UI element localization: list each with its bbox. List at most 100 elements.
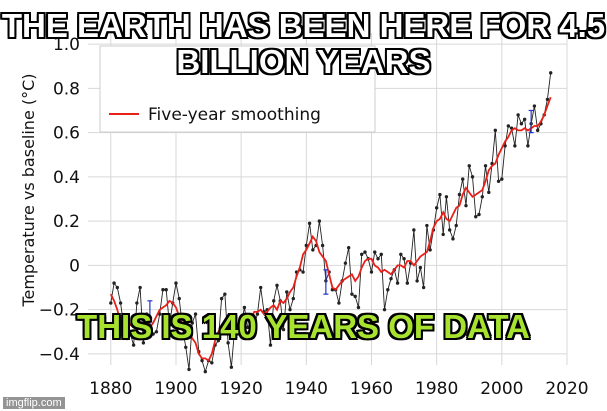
annual-point	[493, 128, 498, 133]
y-tick-label: −0.2	[39, 301, 80, 321]
annual-point	[438, 192, 442, 197]
x-tick-label: 1880	[89, 379, 132, 399]
annual-point	[245, 325, 250, 330]
x-tick-label: 2020	[545, 379, 588, 399]
watermark: imgflip.com	[3, 397, 65, 409]
annual-point	[128, 332, 133, 336]
annual-point	[203, 369, 208, 374]
annual-point	[474, 215, 478, 219]
annual-point	[252, 323, 256, 327]
annual-point	[255, 312, 260, 316]
annual-point	[259, 285, 263, 290]
annual-point	[457, 192, 462, 197]
annual-point	[174, 281, 178, 285]
annual-point	[369, 270, 374, 274]
annual-point	[275, 283, 279, 288]
x-tick-label: 1920	[220, 379, 263, 399]
legend: Five-year smoothing	[99, 45, 376, 133]
x-tick-label: 1900	[154, 379, 197, 399]
annual-point	[402, 257, 406, 261]
annual-point	[281, 327, 286, 332]
annual-point	[223, 292, 227, 296]
x-tick-label: 1960	[350, 379, 393, 399]
annual-point	[454, 223, 458, 228]
y-tick-label: 0.4	[53, 168, 80, 188]
annual-point	[376, 257, 380, 261]
annual-point	[131, 343, 136, 347]
annual-point	[135, 301, 139, 305]
annual-point	[151, 332, 155, 336]
annual-point	[405, 281, 410, 285]
annual-point	[109, 301, 113, 305]
annual-point	[112, 281, 116, 285]
annual-point	[141, 341, 146, 345]
annual-point	[184, 345, 188, 349]
annual-point	[337, 301, 341, 305]
annual-point	[415, 279, 419, 283]
annual-point	[291, 296, 295, 301]
annual-point	[444, 195, 449, 199]
x-tick-label: 2000	[480, 379, 523, 399]
annual-point	[307, 221, 312, 226]
annual-point	[167, 323, 172, 327]
smoothing-series	[109, 96, 552, 362]
annual-point	[249, 321, 253, 325]
annual-point	[506, 124, 511, 128]
annual-point	[487, 190, 491, 195]
annual-point	[193, 312, 198, 316]
annual-point	[382, 307, 387, 312]
annual-point	[461, 177, 465, 181]
annual-point	[496, 179, 501, 183]
annual-point	[138, 285, 142, 290]
x-tick-label: 1980	[415, 379, 458, 399]
annual-point	[363, 250, 367, 254]
annual-point	[353, 294, 357, 299]
annual-point	[434, 206, 439, 210]
y-axis-ticks: 1.0 0.8 0.6 0.4 0.2 0 −0.2 −0.4	[39, 35, 80, 365]
annual-point	[161, 288, 165, 292]
x-tick-label: 1940	[285, 379, 328, 399]
annual-point	[210, 361, 214, 365]
annual-point	[522, 117, 527, 122]
annual-point	[268, 343, 273, 347]
annual-point	[216, 338, 221, 343]
annual-point	[288, 307, 292, 312]
y-tick-label: 1.0	[53, 35, 80, 55]
annual-point	[483, 164, 488, 168]
smoothing-line	[109, 96, 552, 362]
annual-point	[272, 299, 276, 303]
annual-point	[154, 330, 159, 334]
y-tick-label: 0.6	[53, 124, 80, 144]
annual-point	[350, 292, 354, 296]
annual-point	[343, 261, 348, 265]
annual-point	[164, 288, 168, 292]
annual-point	[470, 175, 475, 179]
annual-point	[545, 97, 550, 102]
annual-point	[360, 252, 364, 257]
annual-point	[526, 144, 530, 148]
legend-label-smoothing: Five-year smoothing	[148, 105, 321, 125]
annual-point	[500, 177, 504, 181]
annual-point	[356, 305, 361, 310]
annual-point	[115, 285, 120, 290]
annual-point	[532, 104, 537, 108]
annual-point	[320, 243, 325, 248]
annual-point	[229, 365, 234, 369]
annual-point	[418, 265, 423, 270]
annual-point	[200, 358, 204, 363]
meme-top-caption: THE EARTH HAS BEEN HERE FOR 4.5 BILLION …	[1, 7, 606, 80]
annual-point	[389, 276, 393, 281]
annual-point	[421, 285, 426, 290]
annual-point	[311, 248, 315, 252]
annual-point	[226, 341, 230, 345]
meme-bottom-caption: THIS IS 140 YEARS OF DATA	[77, 308, 530, 345]
y-tick-label: 0	[69, 256, 80, 276]
annual-point	[535, 128, 540, 133]
annual-point	[346, 245, 351, 250]
annual-point	[379, 252, 383, 257]
annual-point	[301, 270, 305, 274]
y-tick-label: −0.4	[39, 345, 80, 365]
annual-point	[386, 288, 390, 292]
annual-point	[190, 321, 194, 325]
annual-point	[395, 281, 400, 285]
